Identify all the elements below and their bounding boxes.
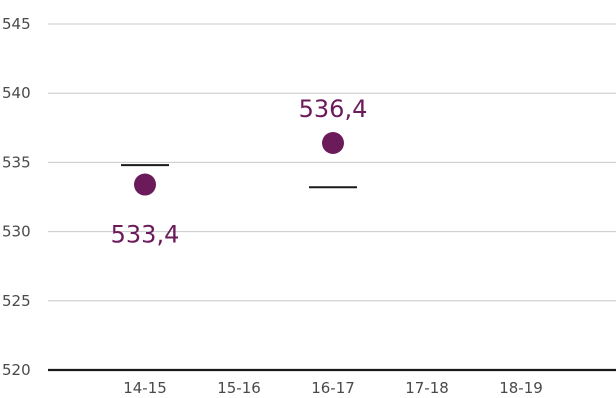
x-tick-label: 17-18 (405, 379, 449, 397)
y-tick-label: 535 (2, 153, 31, 171)
y-tick-label: 545 (2, 15, 31, 33)
y-tick-label: 540 (2, 84, 31, 102)
data-label: 533,4 (111, 221, 180, 249)
y-tick-label: 525 (2, 292, 31, 310)
x-tick-label: 16-17 (311, 379, 355, 397)
data-point (134, 173, 156, 196)
data-point (322, 132, 344, 155)
x-tick-label: 14-15 (123, 379, 167, 397)
y-axis-ticks: 520 525 530 535 540 545 (2, 15, 31, 379)
x-tick-label: 15-16 (217, 379, 261, 397)
data-labels: 533,4 536,4 (111, 95, 368, 249)
y-tick-label: 530 (2, 223, 31, 241)
data-points (134, 132, 344, 196)
reference-lines (121, 164, 357, 189)
x-axis-ticks: 14-15 15-16 16-17 17-18 18-19 (123, 379, 543, 397)
x-tick-label: 18-19 (499, 379, 543, 397)
data-label: 536,4 (299, 95, 368, 123)
gridlines (48, 23, 616, 302)
y-tick-label: 520 (2, 361, 31, 379)
